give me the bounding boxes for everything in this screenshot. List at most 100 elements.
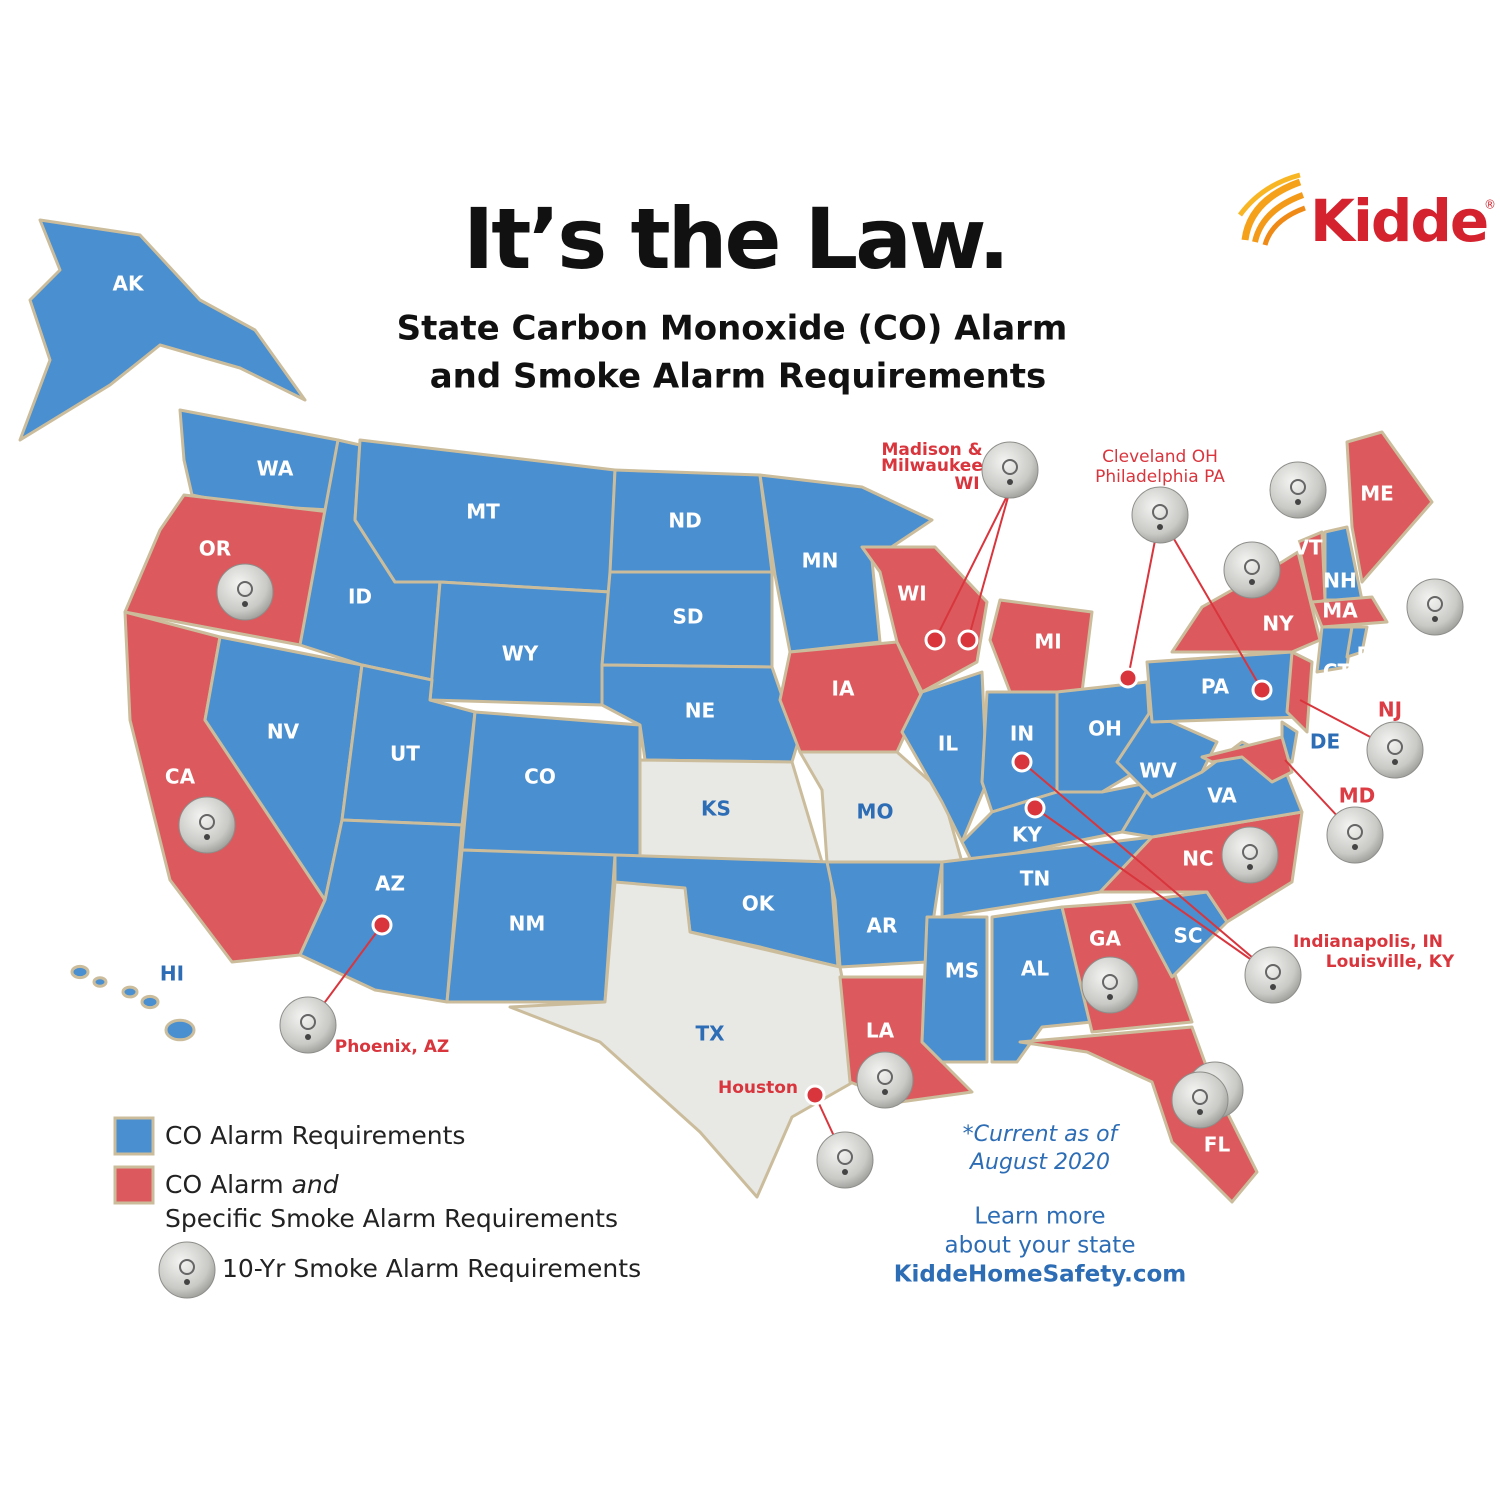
smoke-alarm-icon — [1244, 946, 1302, 1004]
state-label: ME — [1360, 482, 1394, 506]
link-text: about your state — [945, 1233, 1136, 1259]
subtitle: and Smoke Alarm Requirements — [430, 357, 1047, 397]
state — [1315, 625, 1354, 674]
state — [825, 860, 944, 969]
state-label: TX — [695, 1022, 725, 1046]
alarm-light — [1197, 1109, 1203, 1115]
alarm-body — [1221, 826, 1279, 884]
alarm-body — [1366, 721, 1424, 779]
smoke-alarm-icon — [279, 996, 337, 1054]
alarm-light — [1007, 479, 1013, 485]
link-text: Learn more — [974, 1204, 1105, 1230]
state-label: NY — [1262, 612, 1294, 636]
state-label: WV — [1139, 759, 1177, 783]
state — [18, 218, 307, 442]
alarm-bulb — [1152, 504, 1168, 520]
smoke-alarm-icon — [1366, 721, 1424, 779]
legend-label: Specific Smoke Alarm Requirements — [165, 1204, 618, 1233]
smoke-alarm-icon — [1326, 806, 1384, 864]
alarm-bulb — [837, 1149, 853, 1165]
state-label: MO — [857, 800, 894, 824]
alarm-light — [1432, 616, 1438, 622]
state-label: AZ — [375, 872, 405, 896]
alarm-light — [1157, 524, 1163, 530]
smoke-alarm-icon — [1081, 956, 1139, 1014]
link[interactable]: KiddeHomeSafety.com — [894, 1262, 1187, 1288]
legend-label-part: and — [292, 1170, 339, 1199]
alarm-body — [816, 1131, 874, 1189]
smoke-alarm-icon — [1171, 1071, 1229, 1129]
alarm-bulb — [1265, 964, 1281, 980]
alarm-body — [981, 441, 1039, 499]
callout-label: Madison & — [881, 440, 982, 460]
callout-label: Cleveland OH — [1102, 447, 1218, 467]
state — [1345, 625, 1369, 659]
smoke-alarm-icon — [856, 1051, 914, 1109]
map-overlay: AK HI WA OR CA NV ID MT WY UT CO AZ NM ND SD NE KS OK TX MN… — [113, 272, 1464, 1299]
state-label: NH — [1323, 569, 1356, 593]
title: It’s the Law. — [463, 190, 1007, 288]
smoke-alarm-icon — [981, 441, 1039, 499]
state-label: TN — [1020, 867, 1050, 891]
state-label: CT — [1323, 660, 1352, 684]
callout-label: Indianapolis, IN — [1293, 932, 1443, 952]
alarm-body — [856, 1051, 914, 1109]
alarm-bulb — [237, 581, 253, 597]
state-label: ID — [348, 585, 372, 609]
state-label: UT — [390, 742, 420, 766]
city-dot — [1251, 679, 1273, 701]
state — [860, 545, 989, 694]
state-label: MN — [802, 549, 839, 573]
map — [18, 218, 1434, 1204]
callout-label: WI — [954, 474, 979, 494]
alarm-bulb — [1427, 596, 1443, 612]
state-label: GA — [1089, 927, 1121, 951]
brand-logo: Kidde ® — [1237, 172, 1496, 255]
state — [121, 985, 139, 999]
state-label: MS — [945, 959, 979, 983]
state-label: FL — [1204, 1133, 1231, 1157]
state-label: IN — [1010, 722, 1034, 746]
alarm-bulb — [1387, 739, 1403, 755]
state — [70, 964, 90, 980]
state — [92, 976, 108, 988]
state-label: SD — [672, 605, 703, 629]
note: August 2020 — [968, 1150, 1110, 1175]
state-label: LA — [866, 1019, 895, 1043]
callout-label: Phoenix, AZ — [335, 1037, 450, 1057]
callout-label: Milwaukee — [881, 456, 983, 476]
state-label: KY — [1012, 823, 1042, 847]
alarm-bulb — [199, 814, 215, 830]
state-label: OK — [742, 892, 776, 916]
alarm-light — [204, 834, 210, 840]
state-label: NM — [509, 912, 546, 936]
logo-ray — [1241, 178, 1302, 241]
smoke-alarm-icon — [1221, 826, 1279, 884]
alarm-body — [1244, 946, 1302, 1004]
city-dot — [1117, 667, 1139, 689]
alarm-bulb — [877, 1069, 893, 1085]
state — [508, 880, 864, 1199]
smoke-alarm-icon — [216, 563, 274, 621]
alarm-bulb — [179, 1259, 195, 1275]
state — [1200, 735, 1294, 784]
alarm-light — [1352, 844, 1358, 850]
state — [1285, 650, 1314, 734]
state — [298, 818, 464, 1004]
state-label: MA — [1322, 599, 1358, 623]
alarm-light — [1247, 864, 1253, 870]
alarm-bulb — [1347, 824, 1363, 840]
state-label: NE — [685, 699, 715, 723]
alarm-bulb — [1242, 844, 1258, 860]
city-dot — [804, 1084, 826, 1106]
state-label: RI — [1357, 643, 1380, 667]
state — [164, 1018, 196, 1042]
logo-ray — [1262, 205, 1306, 246]
state-label: NC — [1182, 847, 1213, 871]
legend-swatch — [113, 1116, 155, 1156]
state — [140, 994, 160, 1010]
brand-name: Kidde — [1310, 187, 1487, 255]
alarm-light — [882, 1089, 888, 1095]
callout-line — [1034, 807, 1274, 976]
state-label: CO — [524, 765, 556, 789]
